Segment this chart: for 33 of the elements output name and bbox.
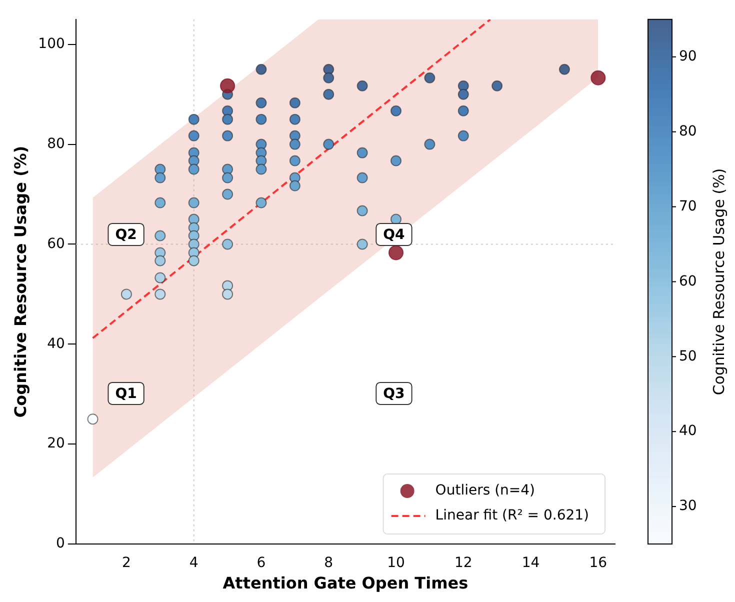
x-tick-label: 10 — [387, 555, 405, 572]
legend-label: Outliers (n=4) — [435, 482, 536, 499]
point — [388, 245, 404, 260]
x-tick-label: 14 — [522, 555, 540, 572]
color-bar-label: 70 — [679, 198, 697, 214]
color-bar-label: 30 — [679, 498, 697, 514]
annotation: Q3 — [383, 386, 405, 402]
color-bar-title: Cognitive Resource Usage (%) — [710, 168, 728, 396]
legend-label: Linear fit (R² = 0.621) — [435, 508, 590, 524]
x-axis-title: Attention Gate Open Times — [222, 574, 468, 593]
x-tick-label: 4 — [189, 555, 198, 572]
color-bar-label: 80 — [679, 123, 697, 140]
color-bar-label: 90 — [679, 48, 697, 65]
y-tick-label: 80 — [47, 136, 65, 152]
color-bar-label: 40 — [679, 423, 697, 440]
x-tick-label: 16 — [589, 555, 608, 572]
color-bar-label: 60 — [679, 273, 697, 290]
point — [590, 70, 606, 86]
y-tick-label: 0 — [56, 536, 65, 552]
point — [220, 78, 236, 94]
y-tick-label: 100 — [38, 36, 65, 52]
x-tick-label: 8 — [324, 555, 334, 572]
annotation: Q1 — [115, 386, 137, 402]
color-bar-label: 50 — [679, 348, 697, 364]
y-tick-label: 60 — [47, 236, 65, 252]
x-tick-label: 12 — [454, 555, 472, 572]
y-axis-title: Cognitive Resource Usage (%) — [10, 146, 30, 418]
x-tick-label: 6 — [256, 555, 266, 572]
y-tick-label: 40 — [47, 336, 65, 352]
annotation: Q2 — [115, 227, 137, 244]
x-tick-label: 2 — [122, 555, 131, 572]
y-tick-label: 20 — [47, 436, 65, 452]
annotation: Q4 — [383, 227, 406, 244]
